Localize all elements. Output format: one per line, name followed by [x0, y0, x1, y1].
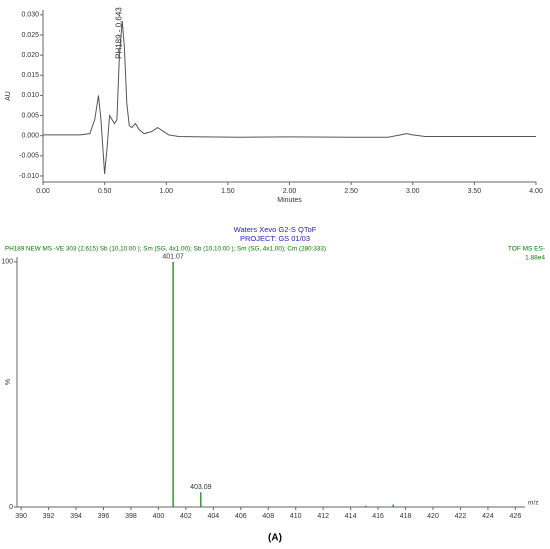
y-tick-label: 0.030: [21, 12, 39, 19]
x-tick-label: 410: [290, 513, 302, 520]
peak-label: 401.07: [162, 254, 184, 261]
x-tick-label: 418: [400, 513, 412, 520]
y-tick-label: 0.000: [21, 133, 39, 140]
x-tick-label: 1.00: [159, 188, 173, 195]
x-tick-label: 0.50: [98, 188, 112, 195]
y-tick-label: 0.020: [21, 52, 39, 59]
x-tick-label: 404: [207, 513, 219, 520]
y-tick-label: -0.010: [19, 173, 39, 180]
x-tick-label: 426: [510, 513, 522, 520]
y-axis-label: %: [5, 379, 12, 385]
y-tick-label: -0.005: [19, 153, 39, 160]
x-tick-label: 422: [455, 513, 467, 520]
x-tick-label: 4.00: [529, 188, 543, 195]
x-tick-label: 400: [153, 513, 165, 520]
x-tick-label: 406: [235, 513, 247, 520]
caption: (A): [268, 533, 282, 544]
x-tick-label: 412: [317, 513, 329, 520]
x-tick-label: 408: [262, 513, 274, 520]
x-axis-label: Minutes: [277, 197, 302, 204]
x-tick-label: 394: [70, 513, 82, 520]
x-tick-label: 390: [15, 513, 27, 520]
x-tick-label: 402: [180, 513, 192, 520]
x-tick-label: 396: [98, 513, 110, 520]
x-axis-label: m/z: [528, 500, 538, 507]
instrument: TOF MS ES-: [508, 246, 545, 253]
x-tick-label: 414: [345, 513, 357, 520]
y-axis-label: AU: [5, 91, 12, 101]
y-tick-label: 0.010: [21, 92, 39, 99]
x-tick-label: 420: [427, 513, 439, 520]
intensity: 1.88e4: [525, 255, 545, 262]
y-tick-label: 0.025: [21, 32, 39, 39]
scan-info: PH189 NEW MS -VE 303 (2.615) Sb (10,10.0…: [5, 246, 326, 253]
x-tick-label: 398: [125, 513, 137, 520]
peak-annotation: PH189 - 0.643: [114, 7, 123, 59]
x-tick-label: 0.00: [36, 188, 50, 195]
y-tick-label: 100: [1, 259, 13, 266]
peak-label: 403.09: [190, 484, 212, 491]
trace: [43, 20, 536, 174]
x-tick-label: 424: [482, 513, 494, 520]
subtitle: PROJECT: GS 01/03: [240, 234, 310, 243]
y-tick-label: 0.015: [21, 72, 39, 79]
x-tick-label: 416: [372, 513, 384, 520]
x-tick-label: 3.00: [406, 188, 420, 195]
title: Waters Xevo G2-S QToF: [234, 225, 317, 234]
x-tick-label: 2.00: [283, 188, 297, 195]
x-tick-label: 3.50: [468, 188, 482, 195]
y-tick-label: 0: [9, 504, 13, 511]
y-tick-label: 0.005: [21, 112, 39, 119]
x-tick-label: 1.50: [221, 188, 235, 195]
x-tick-label: 392: [43, 513, 55, 520]
x-tick-label: 2.50: [344, 188, 358, 195]
